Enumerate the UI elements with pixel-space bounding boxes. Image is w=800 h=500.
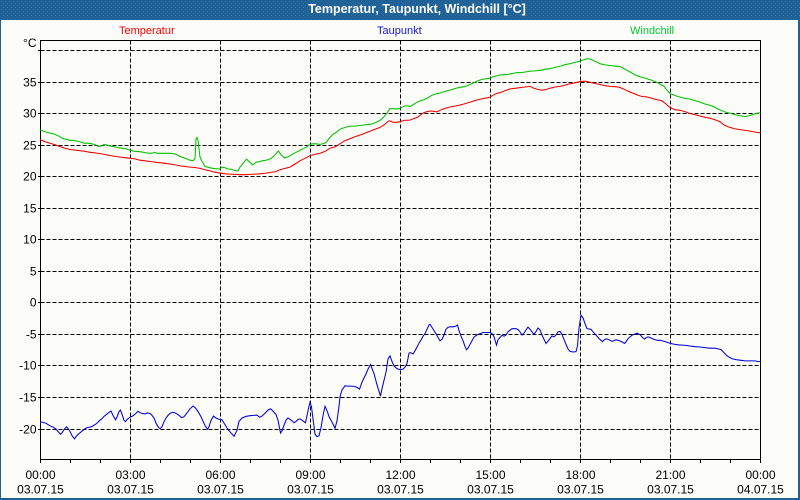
svg-text:-15: -15 [19, 391, 37, 405]
svg-text:30: 30 [23, 107, 37, 121]
svg-text:03.07.15: 03.07.15 [377, 483, 424, 497]
svg-text:03.07.15: 03.07.15 [197, 483, 244, 497]
svg-text:25: 25 [23, 139, 37, 153]
svg-text:03:00: 03:00 [115, 468, 145, 482]
svg-text:09:00: 09:00 [295, 468, 325, 482]
svg-text:10: 10 [23, 233, 37, 247]
svg-text:03.07.15: 03.07.15 [647, 483, 694, 497]
svg-text:0: 0 [30, 296, 37, 310]
svg-text:00:00: 00:00 [25, 468, 55, 482]
svg-text:03.07.15: 03.07.15 [287, 483, 334, 497]
svg-text:03.07.15: 03.07.15 [17, 483, 64, 497]
svg-text:00:00: 00:00 [745, 468, 775, 482]
svg-text:-20: -20 [19, 423, 37, 437]
svg-text:-5: -5 [26, 328, 37, 342]
svg-text:03.07.15: 03.07.15 [467, 483, 514, 497]
svg-text:15:00: 15:00 [475, 468, 505, 482]
svg-text:04.07.15: 04.07.15 [737, 483, 784, 497]
svg-text:35: 35 [23, 76, 37, 90]
svg-text:°C: °C [23, 36, 37, 50]
svg-text:03.07.15: 03.07.15 [107, 483, 154, 497]
svg-text:03.07.15: 03.07.15 [557, 483, 604, 497]
svg-text:21:00: 21:00 [655, 468, 685, 482]
svg-text:5: 5 [30, 265, 37, 279]
svg-text:15: 15 [23, 202, 37, 216]
svg-text:12:00: 12:00 [385, 468, 415, 482]
svg-text:18:00: 18:00 [565, 468, 595, 482]
svg-text:20: 20 [23, 170, 37, 184]
svg-text:06:00: 06:00 [205, 468, 235, 482]
svg-text:-10: -10 [19, 359, 37, 373]
